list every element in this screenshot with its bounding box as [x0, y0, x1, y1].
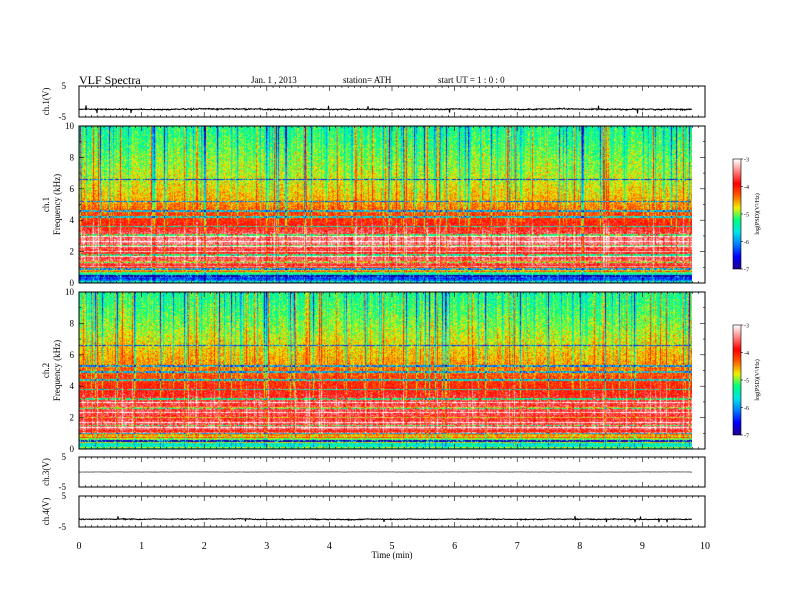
colorbar: -3 -4 -5 -6 -7 log(PSD)(V²/Hz) — [732, 158, 761, 274]
chart-title: VLF Spectra — [79, 73, 141, 87]
colorbar-gradient — [733, 325, 741, 435]
waveform-ch1-axes — [78, 85, 706, 118]
colorbar: -3 -4 -5 -6 -7 log(PSD)(V²/Hz) — [732, 324, 761, 440]
colorbar-tick-label: -6 — [744, 406, 749, 412]
spectrogram-image — [79, 126, 692, 283]
xtick-label: 9 — [640, 541, 645, 552]
ytick-label: 0 — [70, 278, 75, 288]
spectrogram-ch2: 0 2 4 6 8 10 ch.2 Frequency (kHz) — [41, 287, 705, 454]
xtick-label: 1 — [139, 541, 144, 552]
header-start-time: start UT = 1 : 0 : 0 — [438, 75, 505, 85]
header-station: station= ATH — [343, 75, 392, 85]
colorbar-tick-label: -3 — [744, 324, 749, 330]
colorbar-gradient — [733, 159, 741, 269]
xtick-label: 6 — [452, 541, 457, 552]
ytick-label: 2 — [70, 413, 75, 423]
yaxis-label: Frequency (kHz) — [52, 340, 62, 401]
yaxis-label: ch.3(V) — [41, 458, 51, 486]
xtick-label: 5 — [390, 541, 395, 552]
colorbar-tick-label: -4 — [744, 185, 749, 191]
colorbar-tick-label: -5 — [744, 379, 749, 385]
xtick-label: 7 — [515, 541, 520, 552]
ytick-label: 10 — [65, 121, 75, 131]
header-date: Jan. 1 , 2013 — [251, 75, 297, 85]
xtick-label: 3 — [264, 541, 269, 552]
yaxis-label: ch.1(V) — [41, 88, 51, 116]
yaxis-label: ch.4(V) — [41, 498, 51, 526]
xaxis-label: Time (min) — [372, 550, 413, 560]
yaxis-label: Frequency (kHz) — [52, 174, 62, 235]
ytick-label: 5 — [62, 491, 67, 501]
spectrogram-ch1: 0 2 4 6 8 10 ch.1 Frequency (kHz) — [41, 121, 705, 288]
ytick-label: -5 — [59, 112, 67, 122]
spectrogram-image — [79, 292, 692, 449]
channel-label: ch.2 — [41, 363, 51, 378]
ytick-label: 8 — [70, 152, 75, 162]
ytick-label: 4 — [70, 215, 75, 225]
colorbar-tick-label: -4 — [744, 351, 749, 357]
colorbar-tick-label: -7 — [744, 268, 749, 274]
ytick-label: 0 — [70, 444, 75, 454]
waveform-ch4-axes — [78, 495, 706, 528]
xtick-label: 8 — [577, 541, 582, 552]
xtick-label: 0 — [77, 541, 82, 552]
colorbar-tick-label: -3 — [744, 158, 749, 164]
ytick-label: 6 — [70, 350, 75, 360]
spectrogram-ch1-axes — [78, 125, 706, 284]
colorbar-tick-label: -6 — [744, 240, 749, 246]
ytick-label: 10 — [65, 287, 75, 297]
xtick-label: 2 — [202, 541, 207, 552]
ytick-label: -5 — [59, 482, 67, 492]
ytick-label: 6 — [70, 184, 75, 194]
ytick-label: 4 — [70, 381, 75, 391]
colorbar-tick-label: -5 — [744, 213, 749, 219]
waveform-trace — [78, 515, 693, 523]
ytick-label: -5 — [59, 522, 67, 532]
colorbar-label: log(PSD)(V²/Hz) — [754, 193, 761, 234]
ytick-label: 5 — [62, 81, 67, 91]
ytick-label: 2 — [70, 247, 75, 257]
ytick-label: 8 — [70, 318, 75, 328]
channel-label: ch.1 — [41, 197, 51, 212]
colorbar-tick-label: -7 — [744, 434, 749, 440]
colorbar-label: log(PSD)(V²/Hz) — [754, 359, 761, 400]
waveform-ch3-axes — [78, 456, 706, 488]
waveform-trace — [78, 105, 693, 114]
ytick-label: 5 — [62, 452, 67, 462]
spectrogram-ch2-axes — [78, 291, 706, 450]
xtick-label: 10 — [700, 541, 710, 552]
x-axis: 0 1 2 3 4 5 6 7 8 9 10 Time (min) — [77, 541, 711, 560]
xtick-label: 4 — [327, 541, 332, 552]
